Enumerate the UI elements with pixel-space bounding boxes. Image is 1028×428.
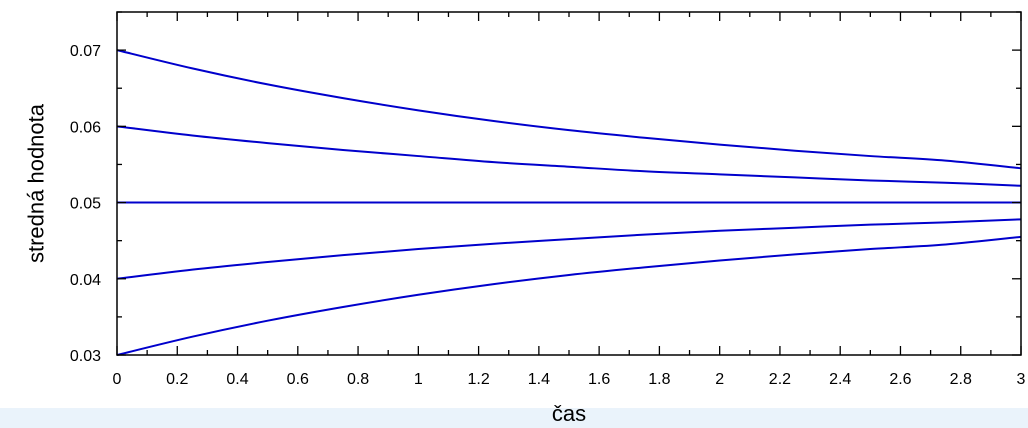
axis-ticks bbox=[116, 11, 1022, 356]
y-tick-label: 0.07 bbox=[70, 43, 101, 60]
series-line-1 bbox=[116, 125, 1022, 187]
x-tick-label: 2.2 bbox=[769, 371, 791, 388]
x-tick-label: 1 bbox=[414, 371, 423, 388]
x-tick-label: 0.8 bbox=[347, 371, 369, 388]
y-tick-label: 0.05 bbox=[70, 196, 101, 213]
plot-frame bbox=[116, 11, 1022, 356]
series-line-0 bbox=[116, 49, 1022, 170]
x-tick-label: 1.8 bbox=[648, 371, 670, 388]
x-tick-label: 1.4 bbox=[528, 371, 550, 388]
plot-lines bbox=[116, 49, 1022, 356]
x-tick-label: 2.6 bbox=[889, 371, 911, 388]
x-tick-label: 0.6 bbox=[287, 371, 309, 388]
y-tick-label: 0.04 bbox=[70, 272, 101, 289]
series-line-4 bbox=[116, 235, 1022, 356]
bottom-band bbox=[0, 408, 1028, 428]
y-tick-label: 0.06 bbox=[70, 119, 101, 136]
x-tick-label: 0.2 bbox=[166, 371, 188, 388]
x-tick-label: 0 bbox=[113, 371, 122, 388]
y-axis-title: stredná hodnota bbox=[24, 103, 49, 263]
y-tick-label: 0.03 bbox=[70, 348, 101, 365]
tick-labels: 0 0.2 0.4 0.6 0.8 1 1.2 1.4 1.6 1.8 2 2.2 2.4 2.6 2.8 3… bbox=[70, 43, 1026, 388]
x-tick-label: 2 bbox=[715, 371, 724, 388]
x-tick-label: 3 bbox=[1017, 371, 1026, 388]
series-line-3 bbox=[116, 218, 1022, 280]
x-tick-label: 1.2 bbox=[467, 371, 489, 388]
x-tick-label: 0.4 bbox=[226, 371, 248, 388]
x-axis-title: čas bbox=[552, 401, 586, 426]
x-tick-label: 2.4 bbox=[829, 371, 851, 388]
x-tick-label: 1.6 bbox=[588, 371, 610, 388]
x-tick-label: 2.8 bbox=[950, 371, 972, 388]
